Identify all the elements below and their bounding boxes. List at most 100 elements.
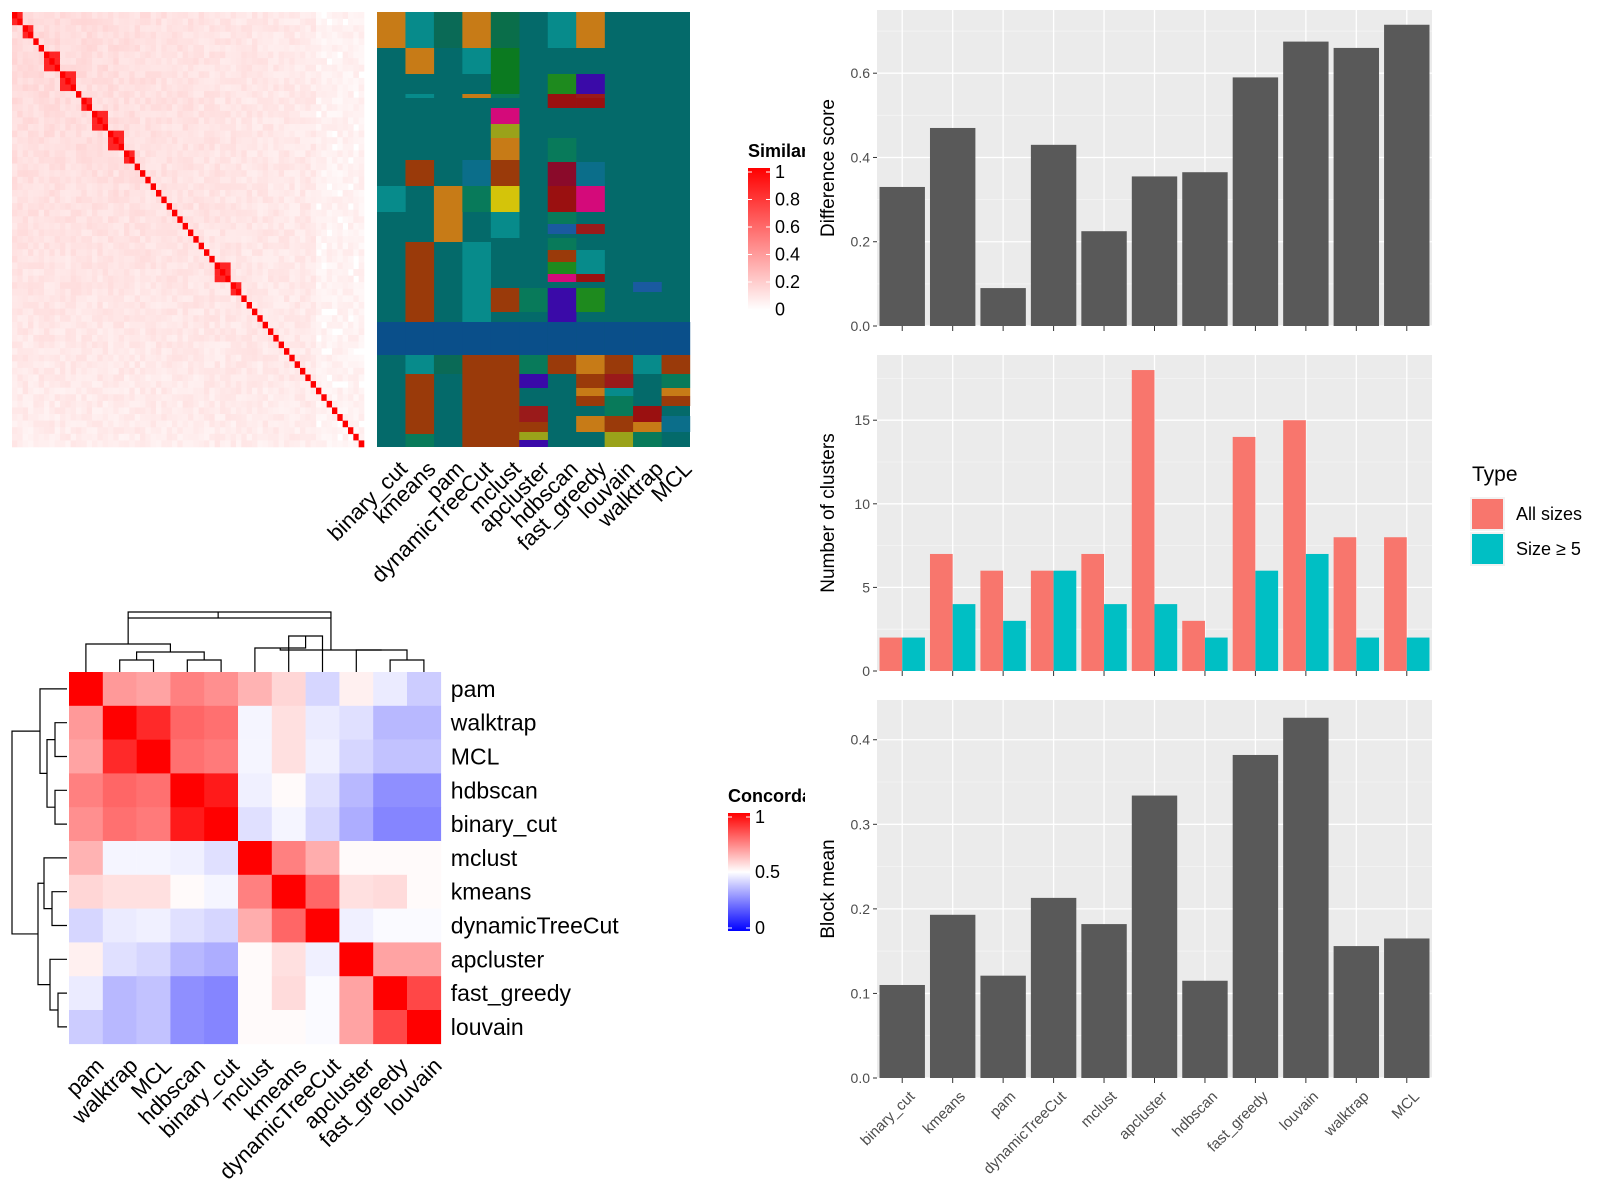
similarity-cell	[220, 321, 226, 329]
similarity-cell	[166, 84, 173, 92]
similarity-cell	[113, 275, 119, 283]
similarity-cell	[332, 394, 338, 402]
similarity-cell	[316, 222, 322, 230]
concordance-cell	[69, 672, 104, 707]
similarity-cell	[358, 130, 365, 138]
similarity-cell	[145, 91, 151, 98]
similarity-cell	[49, 275, 55, 283]
similarity-cell	[310, 58, 317, 66]
similarity-cell	[97, 91, 103, 98]
similarity-cell	[278, 381, 285, 388]
concordance-cell	[102, 841, 137, 876]
similarity-cell	[97, 295, 103, 303]
similarity-cell	[236, 348, 242, 356]
similarity-cell	[209, 361, 215, 369]
similarity-cell	[129, 288, 135, 296]
similarity-cell	[38, 117, 45, 125]
similarity-cell	[241, 130, 247, 138]
similarity-cell	[177, 189, 183, 197]
similarity-cell	[284, 189, 290, 197]
similarity-cell	[124, 295, 130, 303]
similarity-cell	[220, 334, 226, 342]
similarity-cell	[209, 308, 215, 316]
concordance-cell	[271, 672, 306, 707]
similarity-cell	[129, 216, 135, 224]
similarity-cell	[220, 97, 226, 105]
cluster-membership-heatmap	[377, 12, 691, 447]
similarity-cell	[278, 104, 285, 112]
similarity-cell	[182, 367, 189, 375]
similarity-cell	[278, 394, 285, 402]
similarity-cell	[262, 222, 269, 230]
similarity-cell	[177, 38, 183, 46]
similarity-cell	[252, 295, 258, 303]
similarity-cell	[124, 110, 130, 118]
similarity-cell	[81, 328, 87, 336]
similarity-cell	[294, 367, 301, 375]
similarity-cell	[225, 242, 231, 250]
similarity-cell	[220, 84, 226, 92]
similarity-cell	[353, 367, 359, 375]
similarity-cell	[113, 420, 119, 428]
similarity-cell	[113, 427, 119, 435]
bar-size5	[952, 604, 976, 671]
similarity-cell	[214, 110, 221, 118]
similarity-cell	[86, 124, 93, 131]
similarity-cell	[246, 124, 253, 131]
membership-segment	[661, 388, 691, 396]
concordance-cell	[373, 841, 408, 876]
similarity-cell	[65, 229, 71, 237]
similarity-cell	[353, 64, 359, 72]
similarity-cell	[129, 361, 135, 369]
similarity-cell	[326, 77, 333, 85]
similarity-cell	[182, 222, 189, 230]
similarity-cell	[33, 183, 39, 191]
similarity-cell	[236, 38, 242, 46]
similarity-cell	[188, 51, 194, 59]
similarity-cell	[49, 71, 55, 79]
similarity-cell	[44, 302, 50, 309]
similarity-cell	[278, 124, 285, 131]
similarity-cell	[92, 58, 98, 66]
similarity-cell	[246, 255, 253, 263]
membership-segment	[490, 108, 520, 124]
similarity-cell	[214, 229, 221, 237]
similarity-cell	[22, 143, 29, 151]
similarity-cell	[198, 236, 205, 243]
similarity-cell	[70, 137, 77, 145]
similarity-cell	[284, 367, 290, 375]
similarity-cell	[188, 387, 194, 395]
similarity-cell	[294, 374, 301, 382]
similarity-cell	[124, 58, 130, 66]
similarity-cell	[310, 170, 317, 178]
similarity-cell	[97, 157, 103, 164]
similarity-cell	[17, 414, 23, 421]
similarity-cell	[316, 58, 322, 66]
similarity-cell	[28, 420, 34, 428]
concordance-cell	[339, 1010, 374, 1045]
membership-segment	[576, 274, 605, 282]
similarity-cell	[273, 275, 279, 283]
similarity-cell	[97, 25, 103, 33]
similarity-cell	[65, 137, 71, 145]
similarity-cell	[246, 51, 253, 59]
similarity-cell	[28, 38, 34, 46]
similarity-cell	[70, 124, 77, 131]
similarity-cell	[321, 84, 327, 92]
similarity-cell	[236, 394, 242, 402]
similarity-cell	[60, 308, 66, 316]
similarity-cell	[76, 407, 82, 415]
similarity-cell	[60, 31, 66, 39]
similarity-cell	[268, 348, 274, 356]
similarity-cell	[70, 176, 77, 184]
similarity-cell	[166, 407, 173, 415]
similarity-cell	[97, 124, 103, 131]
similarity-cell	[38, 255, 45, 263]
similarity-cell	[65, 427, 71, 435]
similarity-cell	[118, 242, 125, 250]
similarity-cell	[28, 196, 34, 204]
similarity-cell	[236, 229, 242, 237]
similarity-cell	[278, 216, 285, 224]
similarity-cell	[284, 229, 290, 237]
similarity-cell	[108, 170, 114, 178]
